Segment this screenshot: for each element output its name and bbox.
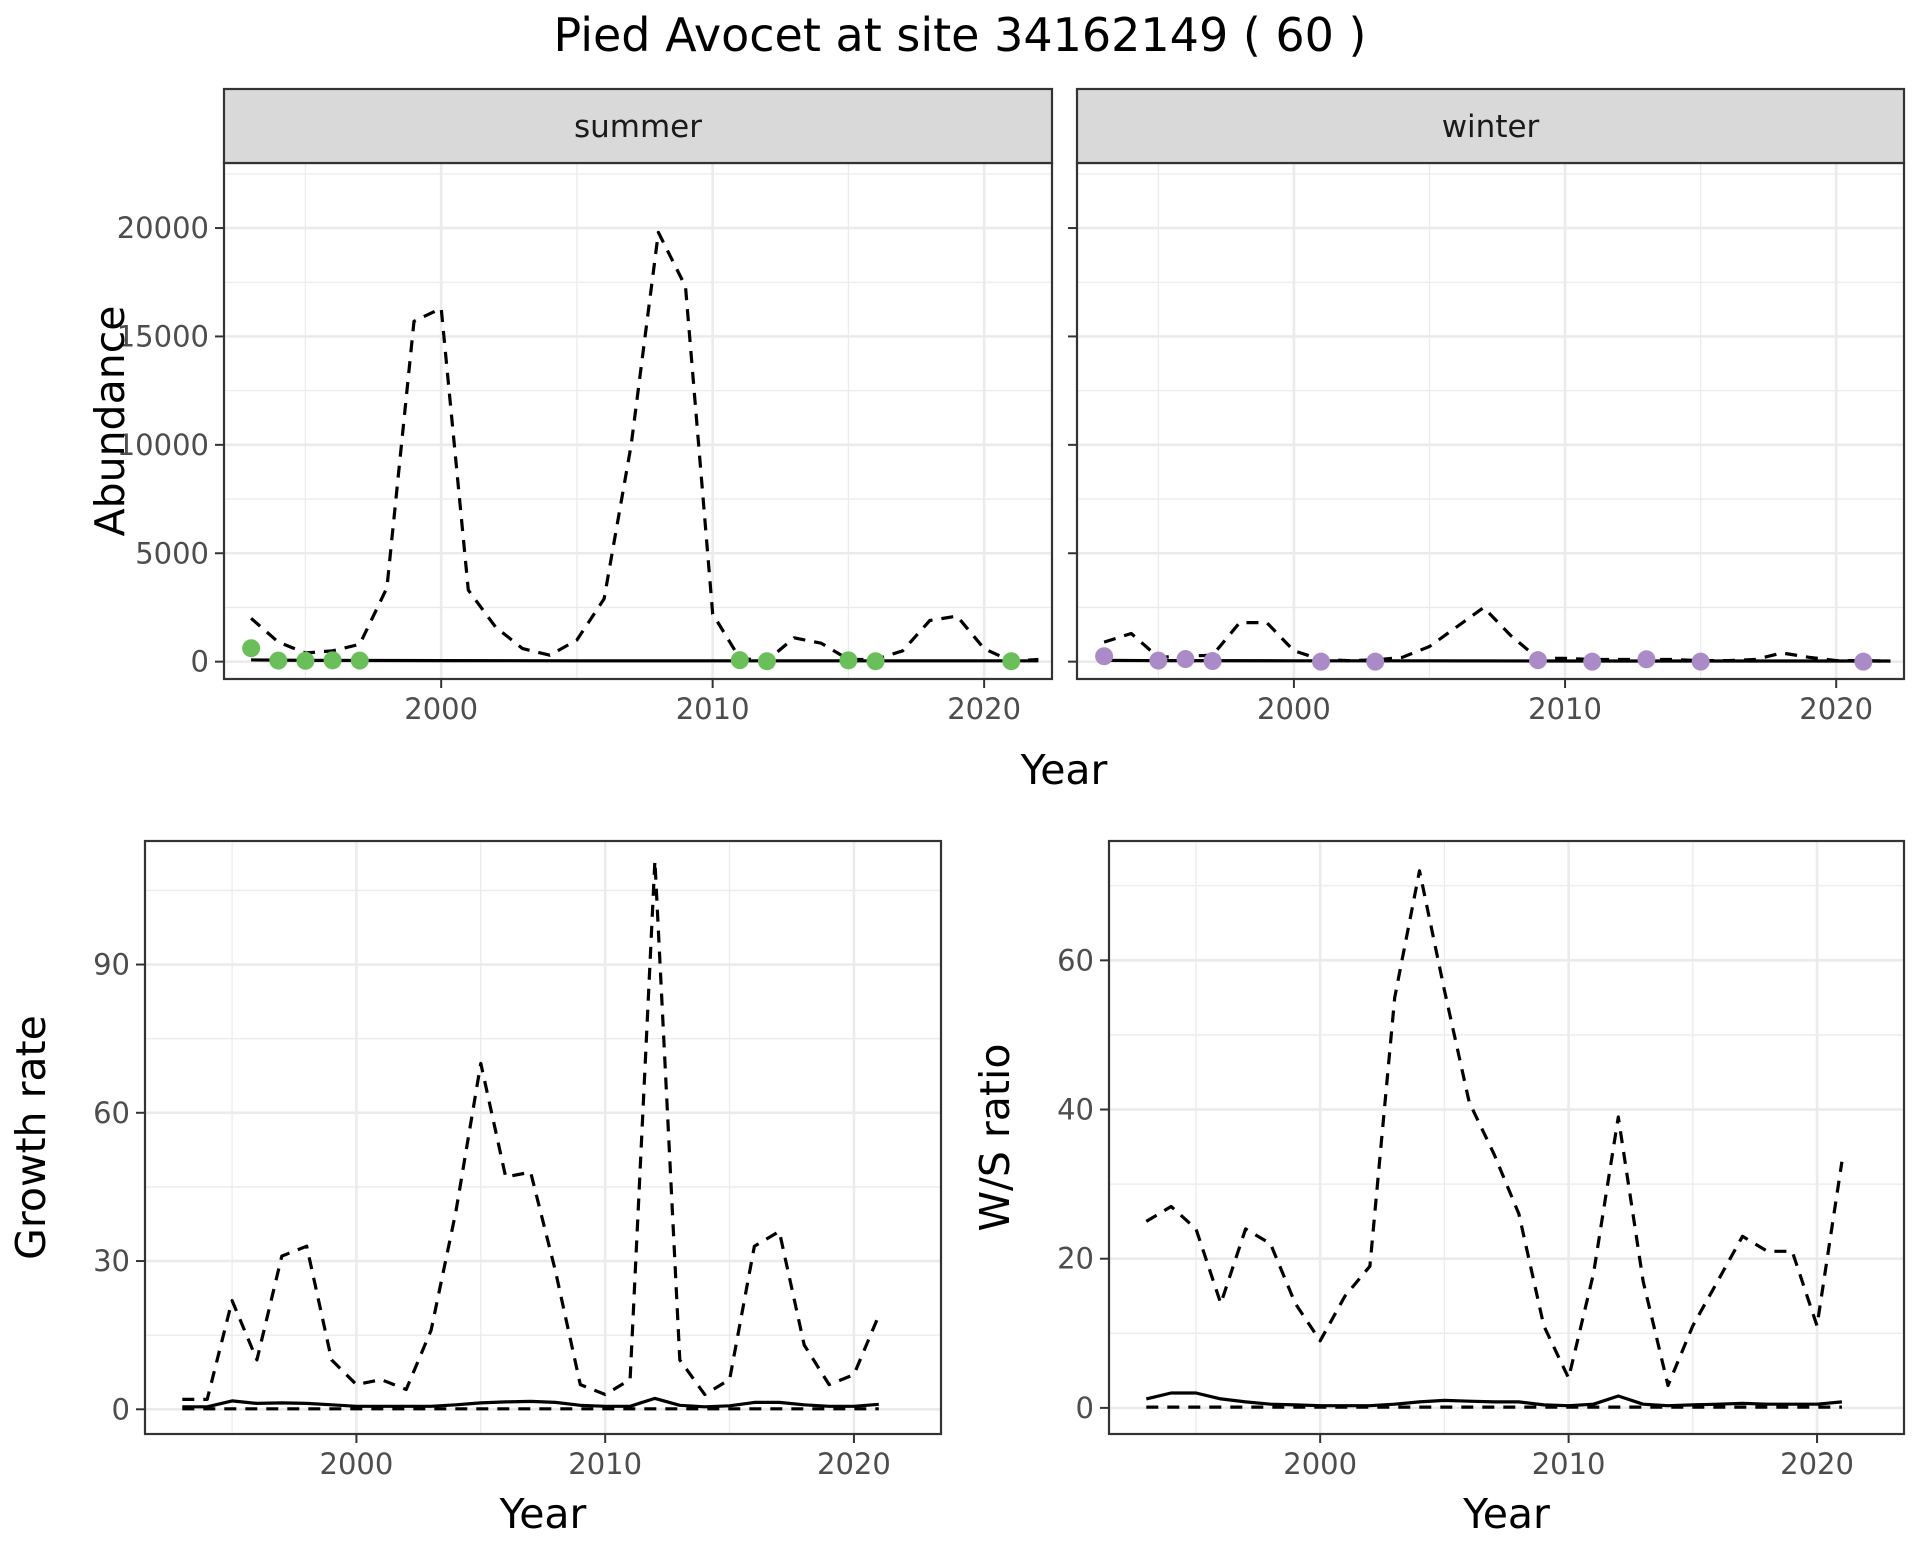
facet-strip bbox=[1075, 87, 1906, 165]
data-point bbox=[1583, 652, 1602, 671]
y-axis-title: Abundance bbox=[86, 306, 134, 537]
y-tick-label: 20000 bbox=[117, 211, 209, 245]
y-tick-label: 0 bbox=[191, 645, 209, 679]
y-tick-label: 10000 bbox=[117, 428, 209, 462]
data-point bbox=[1149, 651, 1168, 670]
data-point bbox=[350, 651, 369, 670]
x-axis-title: Year bbox=[499, 1490, 587, 1538]
panel-background bbox=[224, 163, 1052, 679]
series-line-1 bbox=[1145, 1391, 1843, 1408]
series-line-1 bbox=[251, 658, 1039, 663]
x-tick-label: 2020 bbox=[1780, 1447, 1854, 1481]
y-axis-title: Growth rate bbox=[7, 1015, 55, 1260]
y-tick-label: 20 bbox=[1057, 1242, 1094, 1276]
data-point bbox=[839, 651, 858, 670]
data-point bbox=[1176, 650, 1195, 669]
panel-3: 0 20 40 60 2000 2010 2020 W/S ratio Year bbox=[971, 839, 1906, 1538]
data-point bbox=[296, 651, 315, 670]
x-tick-label: 2000 bbox=[1257, 692, 1331, 726]
x-tick-label: 2010 bbox=[1528, 692, 1602, 726]
facet-strip bbox=[222, 87, 1054, 165]
data-point bbox=[1312, 652, 1331, 671]
y-axis-title: W/S ratio bbox=[971, 1044, 1019, 1232]
data-point bbox=[1002, 652, 1021, 671]
series-line-0 bbox=[1145, 869, 1844, 1388]
data-point bbox=[866, 652, 885, 671]
series-line-1 bbox=[182, 1396, 879, 1409]
facet-strip-label: summer bbox=[574, 109, 702, 145]
data-point bbox=[1637, 650, 1656, 669]
data-point bbox=[1095, 647, 1114, 666]
x-tick-label: 2010 bbox=[568, 1447, 642, 1481]
y-tick-label: 15000 bbox=[117, 319, 209, 353]
panel-0: 0 5000 10000 15000 20000 2000 2010 2020 summer Ab… bbox=[86, 87, 1054, 726]
data-point bbox=[1691, 652, 1710, 671]
data-point bbox=[323, 651, 342, 670]
series-line-0 bbox=[182, 859, 881, 1402]
data-point bbox=[1528, 651, 1547, 670]
chart-title: Pied Avocet at site 34162149 ( 60 ) bbox=[553, 8, 1367, 62]
x-tick-label: 2000 bbox=[320, 1447, 394, 1481]
data-point bbox=[242, 639, 261, 658]
panel-background bbox=[1109, 841, 1904, 1434]
shared-x-axis-title: Year bbox=[1020, 746, 1108, 794]
x-tick-label: 2020 bbox=[1799, 692, 1873, 726]
x-tick-label: 2020 bbox=[817, 1447, 891, 1481]
panel-border bbox=[1107, 839, 1906, 1436]
panel-background bbox=[145, 841, 941, 1434]
data-point bbox=[1203, 652, 1222, 671]
panel-1: 2000 2010 2020 winter bbox=[1068, 87, 1906, 726]
x-tick-label: 2000 bbox=[1283, 1447, 1357, 1481]
y-tick-label: 30 bbox=[93, 1244, 130, 1278]
data-point bbox=[730, 651, 749, 670]
series-line-0 bbox=[250, 230, 1039, 663]
panel-border bbox=[143, 839, 943, 1436]
x-tick-label: 2010 bbox=[1532, 1447, 1606, 1481]
y-tick-label: 40 bbox=[1057, 1093, 1094, 1127]
data-point bbox=[269, 651, 288, 670]
x-tick-label: 2020 bbox=[947, 692, 1021, 726]
x-tick-label: 2000 bbox=[404, 692, 478, 726]
series-line-0 bbox=[1103, 605, 1891, 663]
y-tick-label: 90 bbox=[93, 948, 130, 982]
x-tick-label: 2010 bbox=[676, 692, 750, 726]
panel-2: 0 30 60 90 2000 2010 2020 Growth rate Year bbox=[7, 839, 943, 1538]
series-line-1 bbox=[1104, 658, 1891, 663]
y-tick-label: 5000 bbox=[135, 536, 209, 570]
facet-strip-label: winter bbox=[1442, 109, 1540, 145]
y-tick-label: 60 bbox=[1057, 943, 1094, 977]
data-point bbox=[757, 652, 776, 671]
panel-background bbox=[1077, 163, 1904, 679]
data-point bbox=[1366, 652, 1385, 671]
y-tick-label: 0 bbox=[1076, 1391, 1094, 1425]
y-tick-label: 0 bbox=[112, 1392, 130, 1426]
x-axis-title: Year bbox=[1462, 1490, 1550, 1538]
data-point bbox=[1854, 652, 1873, 671]
y-tick-label: 60 bbox=[93, 1096, 130, 1130]
